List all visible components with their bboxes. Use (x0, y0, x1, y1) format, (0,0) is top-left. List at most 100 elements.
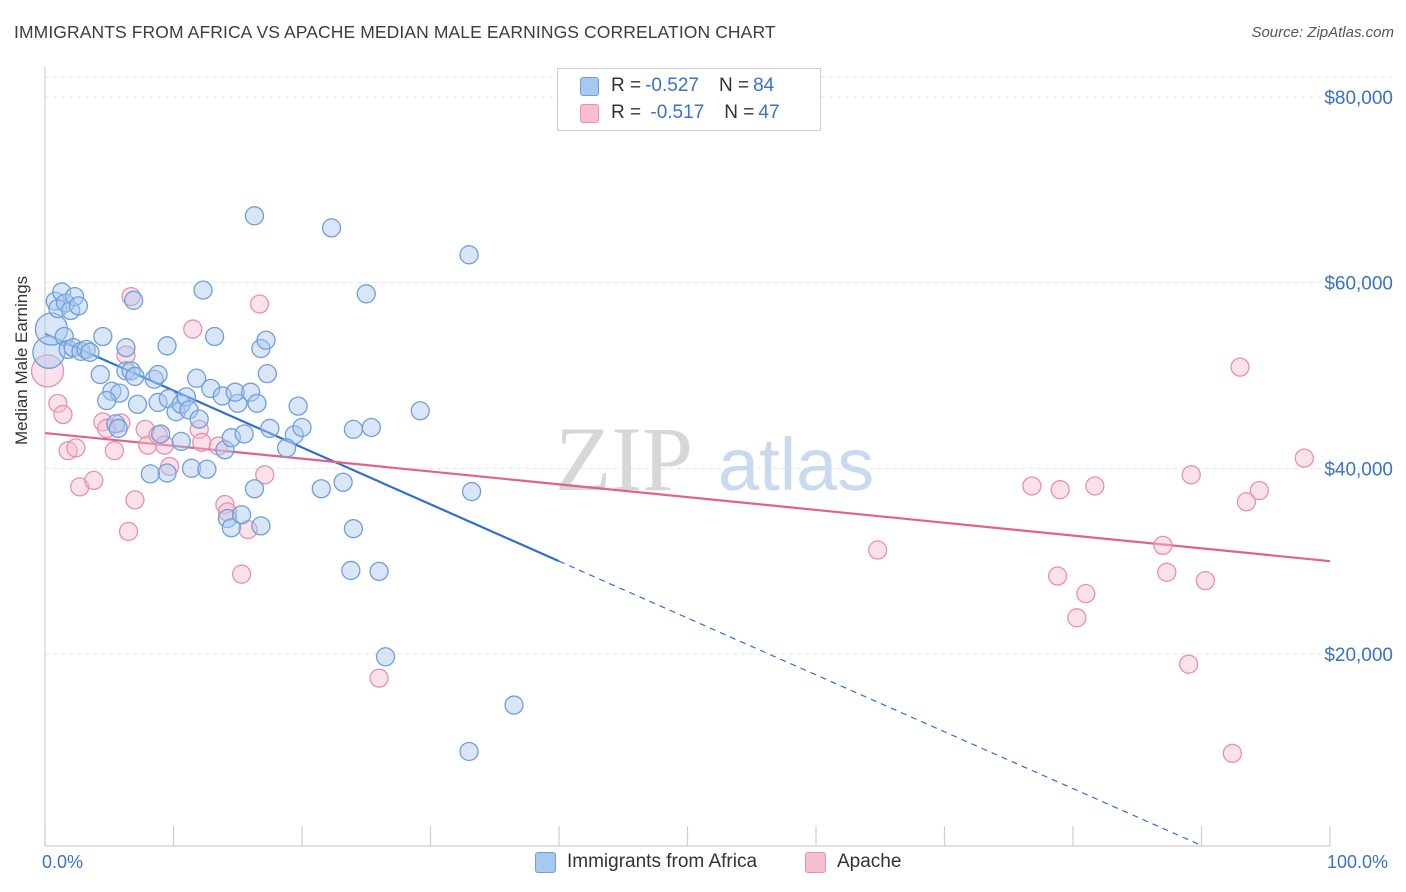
africa-point (231, 505, 252, 525)
africa-point (461, 481, 482, 502)
x-tick-label-min: 0.0% (42, 852, 84, 872)
apache-point (249, 294, 270, 314)
africa-point (127, 394, 148, 414)
africa-point (171, 431, 191, 452)
watermark-zip: ZIP (555, 408, 693, 510)
legend-swatch-africa (580, 76, 599, 96)
africa-point (240, 382, 261, 402)
apache-point (1067, 608, 1087, 628)
y-tick-label: $60,000 (1324, 274, 1393, 295)
apache-point (84, 470, 104, 491)
africa-point (125, 366, 145, 387)
africa-point (150, 424, 171, 444)
apache-point (255, 465, 275, 485)
africa-point (228, 393, 248, 414)
legend-r-label: R = (611, 102, 642, 123)
apache-point (1195, 571, 1216, 591)
africa-point (102, 381, 122, 401)
africa-point (343, 419, 364, 439)
y-tick-label: $40,000 (1324, 459, 1393, 480)
africa-point (116, 337, 136, 358)
africa-point (108, 418, 128, 439)
legend-r-value: -0.527 (645, 75, 699, 96)
x-tick-label-max: 100.0% (1327, 852, 1389, 872)
africa-point (244, 206, 265, 226)
chart-title: IMMIGRANTS FROM AFRICA VS APACHE MEDIAN … (14, 22, 776, 42)
watermark: ZIP atlas (555, 408, 874, 510)
africa-point (157, 463, 177, 483)
trend-lines (44, 332, 1331, 847)
apache-point (1179, 654, 1199, 674)
africa-point (256, 330, 276, 350)
africa-point (356, 284, 376, 304)
africa-point (201, 378, 221, 399)
apache-trend-line (44, 431, 1331, 563)
africa-point (68, 296, 89, 316)
africa-point (80, 342, 100, 362)
africa-point (221, 518, 241, 538)
series-legend-africa: Immigrants from Africa (535, 851, 757, 873)
apache-point (217, 502, 238, 522)
africa-point (148, 392, 168, 413)
africa-point (459, 245, 479, 265)
africa-point (361, 417, 382, 438)
y-axis-label: Median Male Earnings (12, 275, 31, 445)
africa-point (193, 280, 213, 300)
source-credit: Source: ZipAtlas.com (1251, 24, 1394, 41)
africa-point (260, 418, 280, 439)
apache-point (1181, 465, 1201, 485)
africa-point (292, 417, 312, 438)
legend-n-label: N = (724, 102, 755, 123)
africa-point (157, 336, 177, 356)
series-label-africa: Immigrants from Africa (567, 851, 758, 872)
africa-point (124, 290, 144, 310)
apache-point (48, 393, 68, 414)
apache-points (30, 286, 1314, 763)
legend-n-value: 84 (753, 75, 775, 96)
y-tick-labels: $20,000 $40,000 $60,000 $80,000 (1324, 88, 1393, 666)
africa-point (459, 741, 479, 762)
africa-point (197, 459, 217, 479)
africa-point (186, 368, 207, 388)
legend-r-value: -0.517 (645, 102, 705, 123)
legend-row-africa: R = -0.527 N = 84 (580, 73, 774, 99)
africa-point (311, 479, 331, 499)
apache-point (1076, 584, 1096, 604)
africa-point (225, 382, 245, 402)
series-label-apache: Apache (837, 851, 902, 872)
watermark-atlas: atlas (718, 423, 874, 506)
legend-row-apache: R = -0.517 N = 47 (580, 100, 780, 126)
axes (44, 67, 1331, 847)
apache-point (70, 477, 90, 497)
africa-point (97, 390, 117, 411)
africa-point (234, 424, 254, 444)
apache-point (66, 438, 86, 458)
apache-point (1236, 492, 1257, 512)
africa-point (204, 326, 225, 347)
africa-point (251, 516, 271, 536)
africa-point (244, 479, 265, 499)
africa-point (288, 396, 308, 416)
apache-point (1294, 448, 1314, 468)
africa-point (321, 218, 342, 238)
africa-point (341, 560, 361, 581)
series-legend-apache: Apache (805, 851, 901, 873)
series-legend: Immigrants from Africa Apache (0, 851, 1406, 877)
apache-point (183, 319, 203, 339)
apache-point (868, 540, 888, 560)
legend-r-label: R = (611, 75, 642, 96)
apache-point (1153, 535, 1173, 556)
apache-point (1249, 480, 1269, 501)
legend-n-value: 47 (758, 102, 780, 123)
africa-point (369, 561, 389, 582)
y-tick-label: $80,000 (1324, 88, 1393, 109)
y-tick-label: $20,000 (1324, 645, 1393, 666)
africa-point (247, 393, 267, 414)
apache-point (53, 404, 73, 425)
legend-n-label: N = (718, 75, 750, 96)
africa-point (140, 464, 161, 484)
apache-point (104, 441, 125, 461)
africa-point (276, 438, 297, 458)
apache-point (231, 564, 252, 584)
